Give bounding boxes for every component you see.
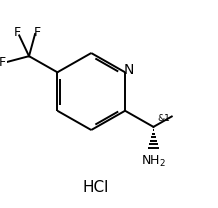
Text: F: F [34, 26, 41, 39]
Text: HCl: HCl [82, 180, 109, 195]
Text: &1: &1 [157, 114, 170, 123]
Text: NH$_2$: NH$_2$ [141, 154, 166, 169]
Text: F: F [0, 56, 6, 69]
Text: F: F [14, 26, 21, 40]
Text: N: N [124, 63, 134, 77]
